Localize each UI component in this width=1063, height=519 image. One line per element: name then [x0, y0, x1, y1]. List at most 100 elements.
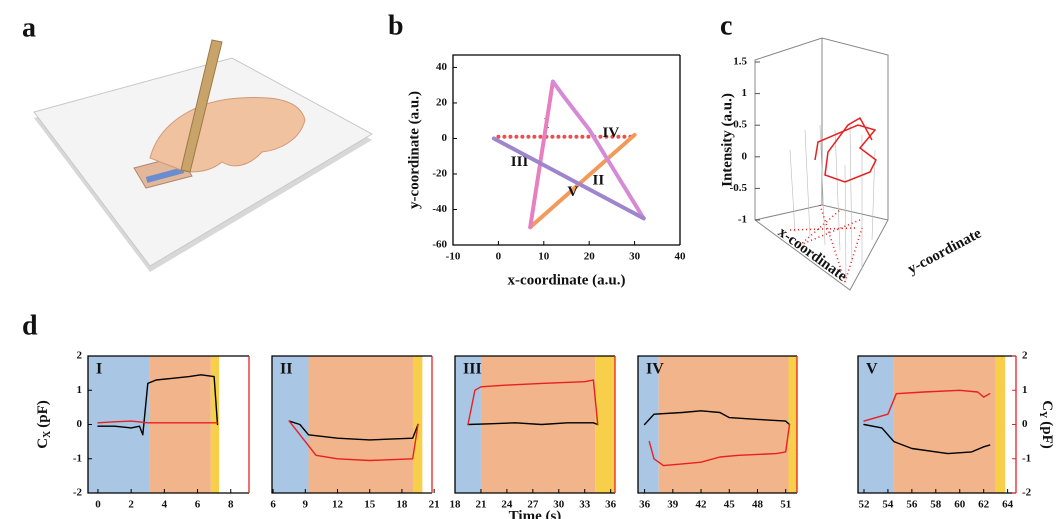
axis-label-main: C — [1039, 400, 1055, 411]
y-tick-label: 0 — [442, 132, 448, 144]
box-edge — [754, 219, 889, 291]
phase-span — [658, 356, 789, 493]
x-tick-label: 18 — [450, 499, 462, 511]
surface-curve — [814, 116, 877, 183]
stem — [804, 129, 811, 237]
phase-span — [308, 356, 414, 493]
y-tick-label: -2 — [73, 487, 83, 499]
axes-frame — [857, 355, 1016, 494]
y2-tick-label: 0 — [1022, 418, 1028, 430]
x-tick-label: 40 — [675, 251, 687, 263]
z-tick-label: -0.5 — [730, 182, 748, 194]
sensor-strip — [145, 167, 185, 183]
x-tick-label: 36 — [639, 499, 651, 511]
axes-frame — [454, 355, 615, 494]
y-axis-label: y-coordinate (a.u.) — [406, 91, 422, 209]
axis-label-unit: (pF) — [35, 400, 51, 428]
x-tick-label: 58 — [930, 499, 942, 511]
x-tick-label: 33 — [579, 499, 591, 511]
x-tick-label: 2 — [128, 499, 134, 511]
series-label: II — [593, 173, 605, 189]
phase-span — [893, 356, 996, 493]
phase-span — [788, 356, 797, 493]
stem — [834, 129, 841, 251]
panel-letter: d — [22, 310, 38, 341]
x-tick-label: 42 — [696, 499, 708, 511]
x-tick-label: 20 — [584, 251, 596, 263]
z-tick-label: 1 — [742, 87, 748, 99]
x-tick-label: 30 — [553, 499, 565, 511]
phase-span — [595, 356, 615, 493]
axes-frame — [637, 355, 797, 494]
phase-span — [88, 356, 150, 493]
x-tick-label: 62 — [978, 499, 990, 511]
x-tick-label: 64 — [1002, 499, 1014, 511]
stems — [789, 124, 876, 281]
floor-trace — [789, 204, 863, 283]
box-edge — [754, 204, 889, 221]
subplot-label: V — [866, 361, 878, 378]
series-line — [528, 132, 637, 230]
series-label: IV — [602, 125, 619, 141]
x-tick-label: 36 — [605, 499, 617, 511]
x-tick-label: 51 — [780, 499, 791, 511]
z-axis-label: Intensity (a.u.) — [719, 93, 735, 187]
series-line — [863, 389, 991, 422]
y2-tick-label: 2 — [1022, 350, 1028, 362]
axis-label: CX (pF) — [35, 400, 53, 449]
x-tick-label: 45 — [724, 499, 736, 511]
series-line — [467, 379, 599, 426]
z-tick-label: 0.5 — [733, 119, 747, 131]
series-line — [288, 420, 419, 462]
x-tick-label: 30 — [629, 251, 641, 263]
series-line — [528, 79, 555, 230]
panel-letter: b — [388, 10, 404, 41]
x-tick-label: 54 — [882, 499, 894, 511]
x-tick-label: 6 — [270, 499, 276, 511]
stem — [871, 149, 876, 241]
stem — [844, 164, 847, 281]
axis-label-sub: Y — [1037, 411, 1048, 419]
phase-span — [272, 356, 309, 493]
panel-c-surface — [789, 116, 877, 283]
x-tick-label: 24 — [501, 499, 513, 511]
axis-label-main: C — [35, 438, 51, 449]
subplot-label: II — [280, 361, 292, 378]
x-tick-label: 6 — [195, 499, 201, 511]
y-tick-label: 20 — [436, 96, 448, 108]
x-tick-label: 8 — [228, 499, 234, 511]
y-tick-label: 2 — [77, 350, 83, 362]
y-tick-label: 0 — [77, 418, 83, 430]
y-tick-label: 40 — [436, 61, 448, 73]
x-tick-label: 60 — [954, 499, 966, 511]
axis-label-sub: X — [42, 430, 53, 438]
illustration-a — [33, 39, 374, 272]
series-line — [643, 410, 791, 426]
x-axis-label: x-coordinate — [775, 224, 850, 285]
x-tick-label: 39 — [667, 499, 679, 511]
x-tick-label: 9 — [303, 499, 309, 511]
x-tick-label: 48 — [752, 499, 764, 511]
series-line — [97, 374, 219, 436]
subplot-label: I — [96, 361, 102, 378]
x-tick-label: 21 — [429, 499, 440, 511]
x-tick-label: 10 — [538, 251, 550, 263]
x-tick-label: 0 — [496, 251, 502, 263]
pen — [180, 39, 223, 173]
y-tick-label: -1 — [73, 452, 82, 464]
series-label: III — [511, 154, 529, 170]
x-axis-label: Time (s) — [509, 508, 562, 519]
series-line — [467, 422, 599, 426]
axis-label-unit: (pF) — [1039, 421, 1055, 449]
x-tick-label: 15 — [364, 499, 376, 511]
x-tick-label: 18 — [396, 499, 408, 511]
x-tick-label: -10 — [446, 251, 461, 263]
series-line — [288, 420, 419, 441]
y-tick-label: -20 — [432, 168, 447, 180]
series-line — [491, 136, 646, 221]
y-axis-label: y-coordinate — [905, 225, 984, 277]
x-tick-label: 0 — [95, 499, 101, 511]
series-line — [648, 423, 791, 467]
phase-span — [210, 356, 220, 493]
